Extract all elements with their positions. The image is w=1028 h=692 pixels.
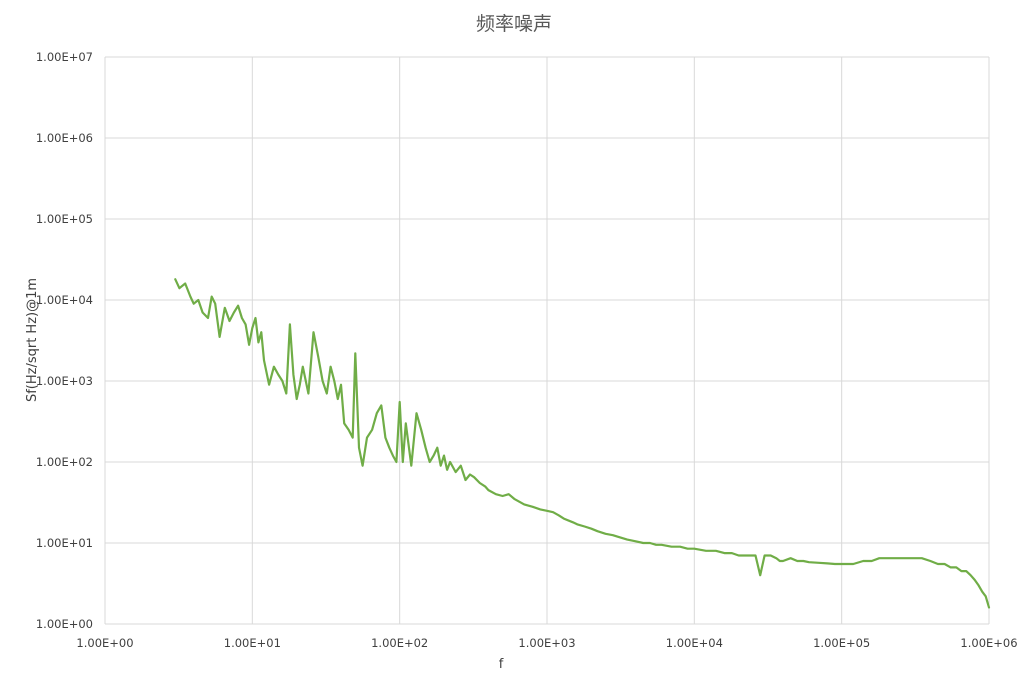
- chart-title: 频率噪声: [476, 13, 552, 35]
- x-tick-label: 1.00E+04: [666, 636, 723, 650]
- y-tick-label: 1.00E+07: [36, 50, 93, 64]
- y-tick-label: 1.00E+00: [36, 617, 93, 631]
- y-axis-title: Sf(Hz/sqrt Hz)@1m: [25, 278, 40, 402]
- y-tick-label: 1.00E+06: [36, 131, 93, 145]
- x-axis-title: f: [499, 657, 504, 672]
- y-tick-label: 1.00E+02: [36, 455, 93, 469]
- series-line: [174, 278, 991, 609]
- grid: [104, 56, 990, 625]
- y-tick-label: 1.00E+01: [36, 536, 93, 550]
- x-tick-label: 1.00E+00: [76, 636, 133, 650]
- x-tick-label: 1.00E+03: [518, 636, 575, 650]
- y-tick-label: 1.00E+04: [36, 293, 93, 307]
- x-tick-label: 1.00E+06: [960, 636, 1017, 650]
- y-tick-label: 1.00E+05: [36, 212, 93, 226]
- y-tick-label: 1.00E+03: [36, 374, 93, 388]
- x-tick-label: 1.00E+02: [371, 636, 428, 650]
- series-layer: [174, 278, 991, 609]
- x-tick-label: 1.00E+01: [224, 636, 281, 650]
- x-tick-label: 1.00E+05: [813, 636, 870, 650]
- x-axis-ticks: 1.00E+00 1.00E+01 1.00E+02 1.00E+03 1.00E+04…: [76, 636, 1017, 650]
- y-axis-ticks: 1.00E+00 1.00E+01 1.00E+02 1.00E+03 1.00E+04…: [36, 50, 93, 631]
